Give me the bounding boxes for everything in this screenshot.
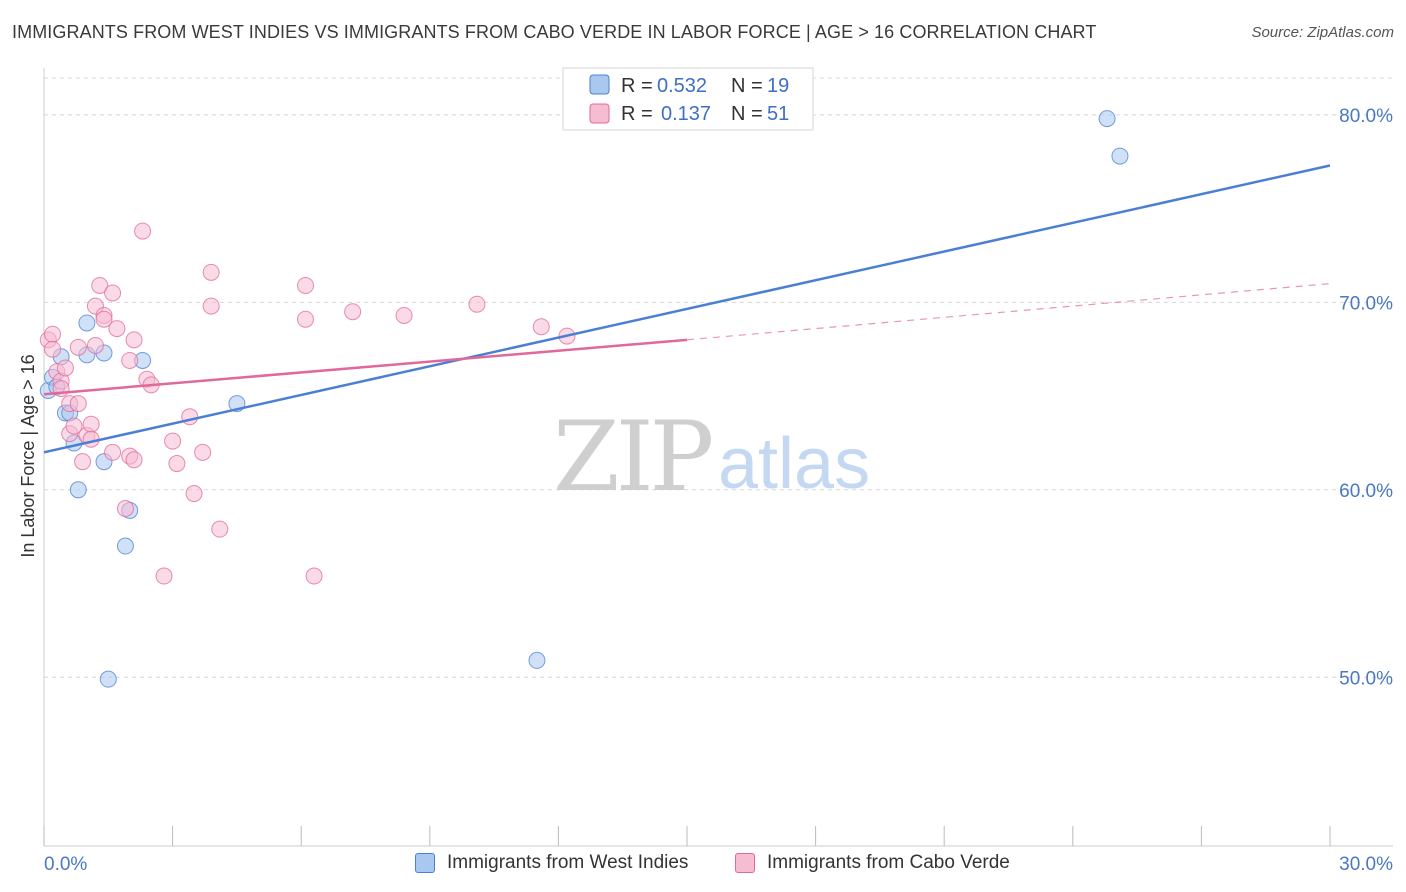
legend-swatch-blue [415,853,435,873]
point-cabo-verde [65,417,83,435]
legend: Immigrants from West Indies Immigrants f… [0,850,1406,880]
legend-label-cabo-verde: Immigrants from Cabo Verde [767,852,1010,873]
stats-pink-swatch [589,103,610,124]
point-cabo-verde [56,359,74,377]
legend-item-cabo-verde: Immigrants from Cabo Verde [735,852,1010,874]
point-cabo-verde [91,276,109,294]
stats-blue-n-value: 19 [767,75,789,97]
point-west-indies [69,481,87,499]
chart-title: IMMIGRANTS FROM WEST INDIES VS IMMIGRANT… [12,22,1097,42]
point-cabo-verde [296,276,314,294]
stats-blue-n-label: N = [731,75,763,97]
point-cabo-verde [125,331,143,349]
y-tick-label: 60.0% [1339,481,1393,502]
stats-pink-r-value: 0.137 [661,103,711,125]
x-tick-label: 0.0% [44,854,87,875]
y-tick-label: 80.0% [1339,106,1393,127]
point-cabo-verde [104,284,122,302]
stats-blue-r-label: R = [621,75,653,97]
data-points [39,110,1129,688]
point-west-indies [1098,110,1116,128]
point-cabo-verde [344,303,362,321]
point-cabo-verde [185,485,203,503]
axes [43,68,1393,847]
stats-pink-r-label: R = [621,103,653,125]
trend-lines [43,164,1331,454]
legend-swatch-pink [735,853,755,873]
y-axis-label: In Labor Force | Age > 16 [18,354,38,557]
point-cabo-verde [95,310,113,328]
point-cabo-verde [104,443,122,461]
source-credit: Source: ZipAtlas.com [1251,24,1394,41]
trend-extension-cabo-verde [686,282,1331,341]
point-cabo-verde [44,340,62,358]
stats-blue-swatch [589,74,610,95]
point-cabo-verde [194,443,212,461]
point-west-indies [78,314,96,332]
point-cabo-verde [468,295,486,313]
stats-blue-r-value: 0.532 [657,75,707,97]
legend-item-west-indies: Immigrants from West Indies [415,852,688,874]
legend-label-west-indies: Immigrants from West Indies [447,852,689,873]
tick-labels: 50.0% 60.0% 70.0% 80.0% 0.0% 30.0% [44,106,1393,875]
point-cabo-verde [305,567,323,585]
point-cabo-verde [116,500,134,518]
stats-box: R = 0.532 N = 19 R = 0.137 N = 51 [562,67,814,131]
point-cabo-verde [74,453,92,471]
point-cabo-verde [155,567,173,585]
stats-pink-n-label: N = [731,103,763,125]
point-cabo-verde [211,520,229,538]
y-tick-label: 70.0% [1339,293,1393,314]
point-cabo-verde [134,222,152,240]
y-tick-label: 50.0% [1339,668,1393,689]
trend-line-cabo-verde [43,338,688,396]
point-west-indies [99,670,117,688]
point-west-indies [1111,147,1129,165]
watermark: ZIP atlas [553,401,870,513]
point-west-indies [116,537,134,555]
point-cabo-verde [202,263,220,281]
point-cabo-verde [202,297,220,315]
point-cabo-verde [69,395,87,413]
point-cabo-verde [82,430,100,448]
point-cabo-verde [108,320,126,338]
point-cabo-verde [296,310,314,328]
point-cabo-verde [395,306,413,324]
point-cabo-verde [164,432,182,450]
point-cabo-verde [44,325,62,343]
watermark-atlas: atlas [718,424,870,504]
stats-pink-n-value: 51 [767,103,789,125]
watermark-zip: ZIP [553,401,712,513]
point-cabo-verde [532,318,550,336]
x-tick-label: 30.0% [1339,854,1393,875]
point-cabo-verde [69,338,87,356]
trend-line-west-indies [43,164,1331,454]
point-west-indies [528,651,546,669]
point-cabo-verde [125,451,143,469]
point-cabo-verde [82,415,100,433]
point-cabo-verde [86,336,104,354]
point-cabo-verde [121,351,139,369]
point-cabo-verde [168,455,186,473]
